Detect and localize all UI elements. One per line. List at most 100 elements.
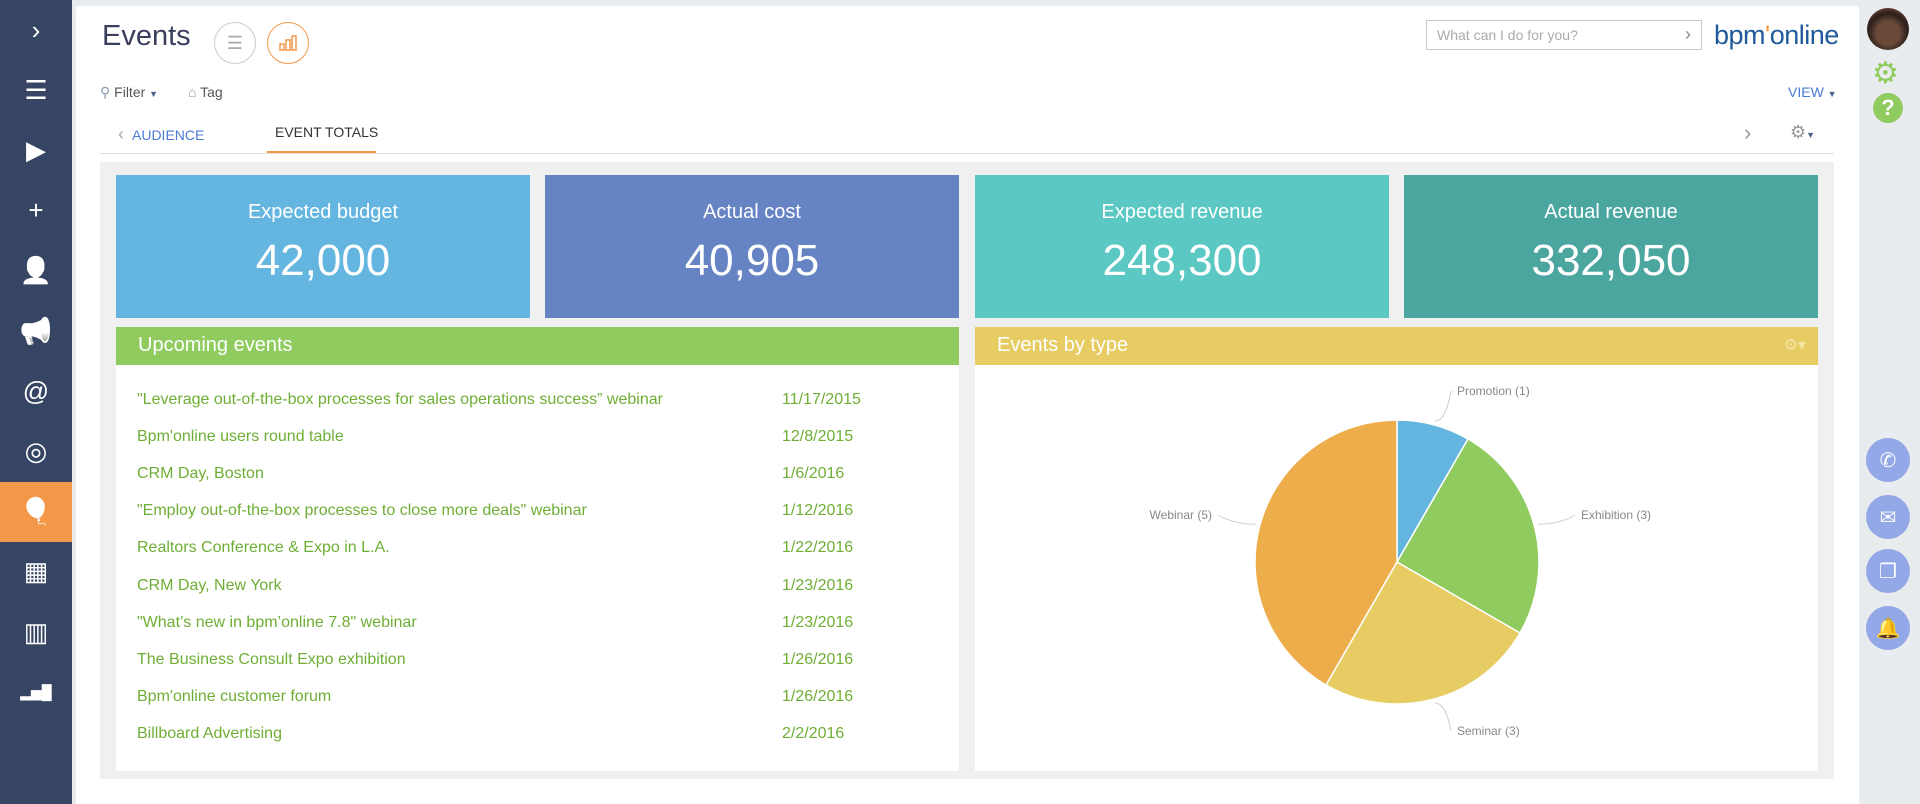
event-name-link[interactable]: The Business Consult Expo exhibition bbox=[137, 650, 406, 668]
upcoming-events-panel: Upcoming events "Leverage out-of-the-box… bbox=[116, 327, 959, 771]
sidebar: › ☰ ▶ + 👤 📢 @ ◎ 🎈 ▦ ▥ ▂▅█ bbox=[0, 0, 72, 804]
settings-button[interactable]: ⚙▼ bbox=[1790, 122, 1815, 143]
chevron-right-icon: › bbox=[31, 14, 41, 45]
pie-label: Webinar (5) bbox=[1150, 508, 1212, 522]
filter-button[interactable]: ⚲ Filter ▼ bbox=[100, 84, 158, 101]
tile-expected-revenue: Expected revenue 248,300 bbox=[975, 175, 1389, 318]
play-circle-icon: ▶ bbox=[26, 134, 46, 165]
event-date: 1/6/2016 bbox=[782, 465, 845, 483]
chevron-right-icon[interactable]: › bbox=[1744, 120, 1752, 145]
tab-label: AUDIENCE bbox=[132, 127, 205, 143]
tag-label: Tag bbox=[200, 84, 223, 100]
list-icon: ☰ bbox=[226, 32, 244, 53]
search-placeholder: What can I do for you? bbox=[1437, 27, 1578, 43]
tab-divider bbox=[100, 153, 1834, 154]
pie-label: Promotion (1) bbox=[1457, 384, 1530, 398]
contact-building-icon: ▦ bbox=[23, 556, 49, 587]
sidebar-item-accounts-contacts[interactable]: ▦ bbox=[0, 542, 72, 602]
event-name-link[interactable]: Bpm'online customer forum bbox=[137, 687, 332, 705]
logo: bpm'online bbox=[1714, 20, 1839, 50]
gear-icon[interactable]: ⚙ bbox=[1872, 57, 1899, 90]
sidebar-item-add[interactable]: + bbox=[0, 181, 72, 241]
envelope-icon: ✉ bbox=[1879, 506, 1897, 529]
view-button[interactable]: VIEW ▼ bbox=[1788, 84, 1837, 100]
pie-label: Seminar (3) bbox=[1457, 724, 1520, 738]
email-button[interactable]: ✉ bbox=[1866, 495, 1910, 539]
tab-audience[interactable]: ‹ AUDIENCE bbox=[118, 124, 204, 145]
view-label: VIEW bbox=[1788, 84, 1824, 100]
panel-settings-button[interactable]: ⚙▾ bbox=[1783, 337, 1806, 354]
command-search-input[interactable]: What can I do for you? › bbox=[1426, 20, 1702, 50]
main-panel: Events ☰ What can I do for you? › bpm'onl… bbox=[76, 6, 1859, 804]
sidebar-item-events[interactable]: 🎈 bbox=[0, 481, 72, 542]
list-item[interactable]: Realtors Conference & Expo in L.A. 1/22/2… bbox=[137, 539, 957, 557]
event-name-link[interactable]: Realtors Conference & Expo in L.A. bbox=[137, 539, 390, 557]
event-name-link[interactable]: "Leverage out-of-the-box processes for s… bbox=[137, 391, 663, 408]
event-date: 1/23/2016 bbox=[782, 576, 854, 594]
event-name-link[interactable]: CRM Day, New York bbox=[137, 576, 282, 594]
plus-icon: + bbox=[28, 195, 44, 226]
sidebar-item-email[interactable]: @ bbox=[0, 361, 72, 421]
page-title: Events bbox=[102, 20, 191, 52]
event-date: 12/8/2015 bbox=[782, 428, 854, 446]
tag-icon: ⌂ bbox=[188, 84, 197, 100]
balloon-icon: 🎈 bbox=[19, 496, 53, 527]
pie-chart: Promotion (1) Exhibition (3) Seminar (3) We… bbox=[1150, 384, 1652, 738]
event-date: 1/22/2016 bbox=[782, 539, 854, 557]
sidebar-item-leads[interactable]: ◎ bbox=[0, 421, 72, 481]
pie-connector bbox=[1538, 514, 1576, 525]
analytics-view-button[interactable] bbox=[267, 22, 309, 64]
bar-chart-icon: ▂▅█ bbox=[20, 683, 52, 700]
event-name-link[interactable]: "Employ out-of-the-box processes to clos… bbox=[137, 502, 587, 520]
phone-icon: ✆ bbox=[1879, 449, 1897, 472]
avatar[interactable] bbox=[1867, 8, 1909, 50]
list-item[interactable]: Bpm'online customer forum 1/26/2016 bbox=[137, 688, 957, 706]
tab-label: EVENT TOTALS bbox=[275, 124, 379, 140]
list-item[interactable]: "Leverage out-of-the-box processes for s… bbox=[137, 391, 957, 409]
help-icon[interactable]: ? bbox=[1873, 93, 1903, 123]
sidebar-item-accounts[interactable]: ▥ bbox=[0, 602, 72, 662]
megaphone-icon: 📢 bbox=[19, 315, 53, 346]
tile-value: 332,050 bbox=[1531, 236, 1691, 285]
event-name-link[interactable]: Billboard Advertising bbox=[137, 724, 282, 742]
event-name-link[interactable]: CRM Day, Boston bbox=[137, 465, 264, 483]
sidebar-item-processes[interactable]: ▶ bbox=[0, 120, 72, 180]
caret-down-icon: ▼ bbox=[1806, 130, 1816, 140]
list-item[interactable]: CRM Day, Boston 1/6/2016 bbox=[137, 465, 957, 483]
list-item[interactable]: Billboard Advertising 2/2/2016 bbox=[137, 725, 957, 743]
events-by-type-panel: Events by type ⚙▾ Promotion (1) Exhibition… bbox=[975, 327, 1818, 771]
event-name-link[interactable]: Bpm'online users round table bbox=[137, 428, 344, 446]
at-icon: @ bbox=[22, 375, 50, 406]
phone-button[interactable]: ✆ bbox=[1866, 438, 1910, 482]
notifications-button[interactable]: 🔔 bbox=[1866, 606, 1910, 650]
tab-event-totals[interactable]: EVENT TOTALS bbox=[275, 124, 378, 140]
tile-label: Expected budget bbox=[247, 201, 399, 223]
list-item[interactable]: Bpm'online users round table 12/8/2015 bbox=[137, 428, 957, 446]
pie-slice-seminar[interactable] bbox=[1324, 560, 1522, 705]
chat-icon: ❐ bbox=[1879, 560, 1897, 583]
pie-label: Exhibition (3) bbox=[1581, 508, 1651, 522]
pie-slice-webinar[interactable] bbox=[1254, 419, 1398, 687]
tag-button[interactable]: ⌂ Tag bbox=[188, 84, 223, 100]
sidebar-item-expand[interactable]: › bbox=[0, 0, 72, 60]
funnel-icon: ⚲ bbox=[100, 84, 111, 100]
event-name-link[interactable]: "What’s new in bpm’online 7.8" webinar bbox=[137, 613, 417, 631]
list-item[interactable]: "Employ out-of-the-box processes to clos… bbox=[137, 502, 957, 520]
chevron-left-icon[interactable]: ‹ bbox=[118, 124, 124, 144]
sidebar-item-campaigns[interactable]: 📢 bbox=[0, 301, 72, 361]
sidebar-item-dashboards[interactable]: ▂▅█ bbox=[0, 662, 72, 722]
sidebar-item-contacts[interactable]: 👤 bbox=[0, 241, 72, 301]
event-date: 1/23/2016 bbox=[782, 613, 854, 631]
list-view-button[interactable]: ☰ bbox=[214, 22, 256, 64]
tile-actual-cost: Actual cost 40,905 bbox=[545, 175, 959, 318]
pie-slice-exhibition[interactable] bbox=[1395, 437, 1540, 635]
sidebar-item-menu[interactable]: ☰ bbox=[0, 60, 72, 120]
chat-button[interactable]: ❐ bbox=[1866, 549, 1910, 593]
list-item[interactable]: CRM Day, New York 1/23/2016 bbox=[137, 577, 957, 595]
list-item[interactable]: "What’s new in bpm’online 7.8" webinar 1/… bbox=[137, 614, 957, 632]
filter-label: Filter bbox=[114, 84, 146, 100]
caret-down-icon: ▼ bbox=[149, 89, 159, 99]
chevron-right-icon[interactable]: › bbox=[1685, 24, 1691, 44]
list-item[interactable]: The Business Consult Expo exhibition 1/26… bbox=[137, 651, 957, 669]
event-date: 1/26/2016 bbox=[782, 650, 854, 668]
